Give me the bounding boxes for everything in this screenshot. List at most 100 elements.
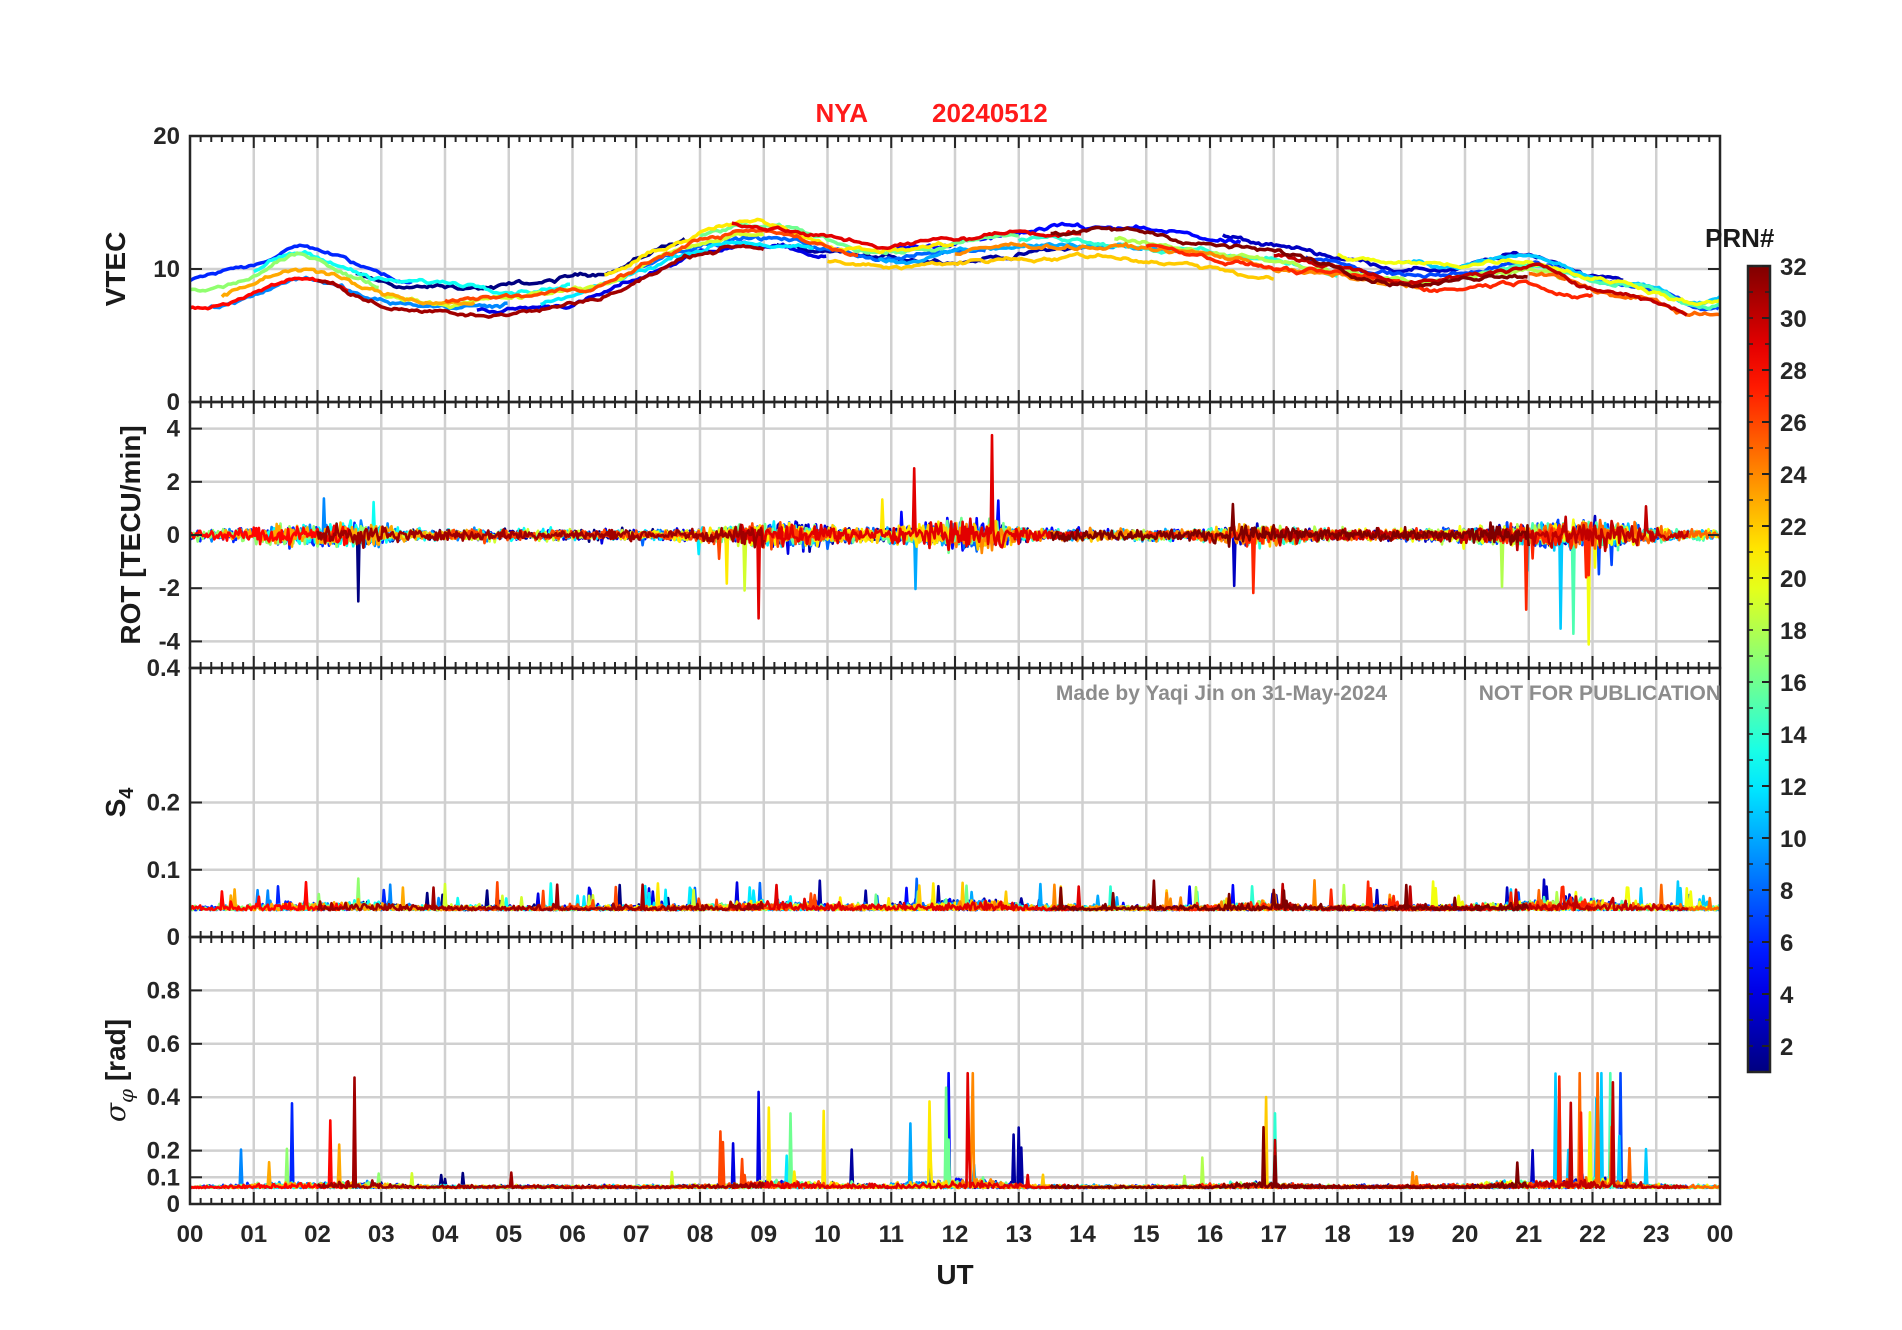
x-tick-label: 07 <box>623 1221 650 1248</box>
x-tick-label: 17 <box>1260 1221 1287 1248</box>
x-tick-label: 04 <box>432 1221 459 1248</box>
x-tick-label: 01 <box>240 1221 267 1248</box>
s4-label-sub: 4 <box>116 787 138 799</box>
series-line-prn-29 <box>730 433 1084 620</box>
y-tick-label-rot: 2 <box>167 469 180 496</box>
x-tick-label: 08 <box>687 1221 714 1248</box>
series-line-prn-32 <box>1050 225 1528 289</box>
y-tick-label-vtec: 0 <box>167 389 180 416</box>
x-tick-label: 15 <box>1133 1221 1160 1248</box>
y-tick-label-sigma: 0.1 <box>147 1164 180 1191</box>
watermark-notice: NOT FOR PUBLICATION <box>1479 682 1721 705</box>
colorbar-tick-label: 26 <box>1780 410 1807 437</box>
x-tick-label: 06 <box>559 1221 586 1248</box>
y-axis-label-vtec: VTEC <box>100 232 131 307</box>
colorbar-tick-label: 30 <box>1780 306 1807 333</box>
x-tick-label: 10 <box>814 1221 841 1248</box>
series-line-prn-21 <box>604 1100 957 1190</box>
colorbar-tick-label: 28 <box>1780 358 1807 385</box>
series-line-prn-22 <box>827 251 1275 281</box>
x-axis-label: UT <box>936 1259 973 1290</box>
series-line-prn-13 <box>253 249 570 296</box>
series-line-prn-20 <box>1336 252 1720 307</box>
colorbar-gradient <box>1746 264 1772 1074</box>
colorbar-tick-label: 4 <box>1780 982 1794 1009</box>
series-group-vtec <box>190 217 1720 319</box>
x-tick-label: 16 <box>1197 1221 1224 1248</box>
y-tick-label-sigma: 0.6 <box>147 1031 180 1058</box>
sigma-label-unit: [rad] <box>100 1019 131 1089</box>
x-tick-label: 22 <box>1579 1221 1606 1248</box>
x-tick-label: 09 <box>750 1221 777 1248</box>
x-tick-label: 00 <box>1707 1221 1734 1248</box>
chart-title-date: 20240512 <box>932 98 1048 128</box>
x-tick-label: 00 <box>177 1221 204 1248</box>
y-tick-label-rot: 0 <box>167 522 180 549</box>
colorbar-tick-label: 8 <box>1780 878 1793 905</box>
s4-label-main: S <box>100 799 131 818</box>
series-line-prn-32 <box>1050 879 1530 912</box>
x-tick-label: 03 <box>368 1221 395 1248</box>
y-tick-label-s4: 0.1 <box>147 857 180 884</box>
y-tick-label-sigma: 0.4 <box>147 1084 181 1111</box>
colorbar-tick-label: 20 <box>1780 566 1807 593</box>
series-group-s4 <box>190 877 1720 912</box>
panel-vtec: 0 10 20 VTEC <box>100 123 1722 416</box>
series-line-prn-30 <box>1273 253 1688 317</box>
sigma-label-main: σ <box>99 1102 132 1122</box>
colorbar-tick-label: 32 <box>1780 254 1807 281</box>
y-axis-label-s4: S4 <box>100 787 138 818</box>
colorbar-tick-label: 24 <box>1780 462 1807 489</box>
series-line-prn-17 <box>190 251 379 293</box>
series-line-prn-4 <box>476 1090 829 1190</box>
series-line-prn-31 <box>316 522 765 550</box>
y-tick-label-sigma: 0 <box>167 1191 180 1218</box>
series-line-prn-32 <box>1050 502 1530 548</box>
series-line-prn-29 <box>731 221 1082 251</box>
series-line-prn-32 <box>1049 1125 1530 1190</box>
colorbar-label: PRN# <box>1705 223 1775 253</box>
y-tick-label-rot: 4 <box>167 416 181 443</box>
chart-title-station: NYA <box>815 98 868 128</box>
series-line-prn-27 <box>1145 243 1594 300</box>
x-tick-label: 13 <box>1005 1221 1032 1248</box>
y-axis-label-sigma: σφ [rad] <box>99 1019 138 1122</box>
colorbar-tick-label: 18 <box>1780 618 1807 645</box>
x-tick-label: 12 <box>942 1221 969 1248</box>
x-tick-label: 20 <box>1452 1221 1479 1248</box>
series-line-prn-31 <box>316 883 764 912</box>
panel-rot: -4 -2 0 2 4 ROT [TECU/min] <box>115 400 1722 670</box>
y-tick-label-rot: -4 <box>159 628 181 655</box>
x-axis-tick-labels: 00 01 02 03 04 05 06 07 08 09 10 11 12 13 14 15 16 17 18 19… <box>177 1221 1734 1248</box>
series-line-prn-24 <box>954 1071 1434 1190</box>
series-line-prn-29 <box>731 1071 1084 1190</box>
y-axis-label-rot: ROT [TECU/min] <box>115 425 146 644</box>
series-line-prn-7 <box>1304 1071 1720 1190</box>
watermark-made-by: Made by Yaqi Jin on 31-May-2024 <box>1056 682 1387 705</box>
panel-s4: 0 0.1 0.2 0.4 S4 <box>100 655 1722 951</box>
colorbar-tick-label: 6 <box>1780 930 1793 957</box>
series-line-prn-31 <box>317 243 765 319</box>
series-group-rot <box>190 433 1720 646</box>
series-line-prn-26 <box>444 228 859 304</box>
series-line-prn-22 <box>826 1095 1275 1190</box>
y-tick-label-vtec: 20 <box>153 123 180 150</box>
y-tick-label-s4: 0.4 <box>147 655 181 682</box>
x-tick-label: 14 <box>1069 1221 1096 1248</box>
x-tick-label: 11 <box>879 1221 904 1248</box>
series-line-prn-28 <box>190 1119 350 1190</box>
x-tick-label: 05 <box>495 1221 522 1248</box>
series-line-prn-9 <box>208 275 508 311</box>
colorbar-tick-label: 12 <box>1780 774 1807 801</box>
colorbar-tick-label: 22 <box>1780 514 1807 541</box>
series-line-prn-6 <box>190 243 413 285</box>
y-tick-label-sigma: 0.8 <box>147 977 180 1004</box>
series-line-prn-25 <box>1528 271 1720 318</box>
y-tick-label-vtec: 10 <box>153 256 180 283</box>
series-group-sigma <box>190 1071 1720 1190</box>
x-tick-label: 23 <box>1643 1221 1670 1248</box>
x-tick-label: 19 <box>1388 1221 1415 1248</box>
panel-sigma: 00.10.2 0.4 0.6 0.8 σφ [rad] <box>99 935 1722 1218</box>
